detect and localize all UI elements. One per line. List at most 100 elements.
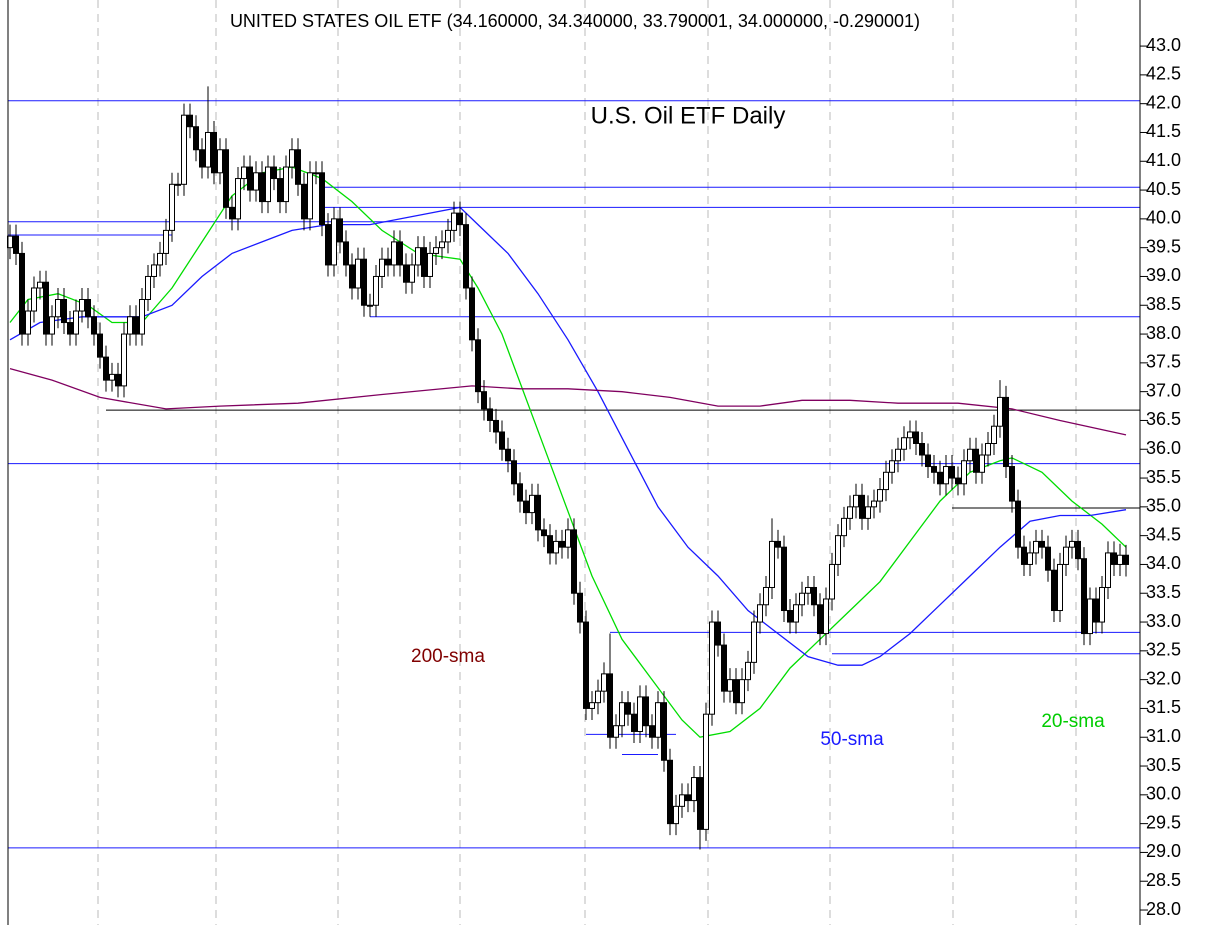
candle-body [979, 454, 985, 473]
candle-body [793, 604, 799, 623]
y-tick-label: 29.5 [1146, 812, 1181, 832]
candles [7, 86, 1129, 850]
candle-body [655, 702, 661, 738]
y-tick-label: 32.0 [1146, 668, 1181, 688]
y-tick-label: 38.0 [1146, 323, 1181, 343]
y-tick-label: 40.0 [1146, 208, 1181, 228]
candle-body [757, 604, 763, 623]
candle-body [211, 131, 217, 174]
candle-body [571, 529, 577, 594]
candle-body [1081, 558, 1087, 635]
candle-body [97, 333, 103, 358]
candle-body [889, 460, 895, 473]
candle-body [871, 500, 877, 508]
y-tick-label: 35.5 [1146, 467, 1181, 487]
sma-line [9, 206, 1127, 666]
y-tick-label: 40.5 [1146, 179, 1181, 199]
candle-body [331, 218, 337, 266]
candle-body [577, 592, 583, 623]
candle-body [481, 391, 487, 410]
candle-body [1117, 554, 1123, 565]
candle-body [457, 212, 463, 226]
candle-body [931, 466, 937, 473]
candle-body [157, 252, 163, 266]
candle-body [73, 310, 79, 335]
candle-body [763, 586, 769, 606]
candle-body [841, 517, 847, 537]
candle-body [691, 777, 697, 802]
y-tick-label: 41.0 [1146, 150, 1181, 170]
y-tick-label: 33.0 [1146, 611, 1181, 631]
y-tick-label: 41.5 [1146, 121, 1181, 141]
annotation: 20-sma [1041, 711, 1105, 732]
candle-body [1069, 540, 1075, 548]
grid [97, 0, 1077, 925]
candle-body [607, 673, 613, 738]
y-tick-label: 37.5 [1146, 352, 1181, 372]
candle-body [985, 442, 991, 456]
candle-body [991, 425, 997, 444]
candle-body [487, 408, 493, 421]
y-tick-label: 32.5 [1146, 640, 1181, 660]
candle-body [241, 166, 247, 180]
y-tick-label: 31.5 [1146, 697, 1181, 717]
candle-body [367, 304, 373, 307]
candle-body [913, 431, 919, 444]
y-tick-label: 36.5 [1146, 409, 1181, 429]
candle-body [115, 373, 121, 387]
candle-body [79, 299, 85, 312]
candle-body [1039, 540, 1045, 548]
candle-body [1003, 396, 1009, 468]
candle-body [751, 621, 757, 663]
candle-body [283, 166, 289, 203]
y-tick-label: 37.0 [1146, 380, 1181, 400]
candle-body [55, 299, 61, 318]
candle-body [247, 166, 253, 191]
candle-body [169, 183, 175, 231]
candle-body [961, 460, 967, 485]
candle-body [505, 448, 511, 462]
candle-body [1051, 569, 1057, 612]
candle-body [835, 535, 841, 565]
candle-body [493, 419, 499, 433]
candle-body [679, 794, 685, 807]
y-tick-label: 29.0 [1146, 841, 1181, 861]
candle-body [877, 489, 883, 502]
candle-body [1087, 598, 1093, 635]
chart-title: UNITED STATES OIL ETF (34.160000, 34.340… [230, 11, 920, 31]
candle-body [949, 466, 955, 479]
candle-body [547, 535, 553, 554]
candle-body [697, 777, 703, 830]
candle-body [355, 258, 361, 289]
candle-body [925, 454, 931, 468]
candle-body [13, 235, 19, 254]
y-tick-label: 33.5 [1146, 582, 1181, 602]
y-tick-label: 30.5 [1146, 755, 1181, 775]
candle-body [583, 621, 589, 709]
y-tick-label: 28.5 [1146, 870, 1181, 890]
candle-body [439, 241, 445, 249]
candle-body [565, 529, 571, 548]
candle-body [103, 356, 109, 381]
candle-body [1021, 546, 1027, 565]
candle-body [967, 448, 973, 462]
candle-body [733, 679, 739, 704]
y-tick-label: 39.5 [1146, 236, 1181, 256]
candle-body [517, 483, 523, 502]
candle-body [811, 586, 817, 606]
candle-body [469, 287, 475, 341]
candle-body [1093, 598, 1099, 623]
candle-body [145, 275, 151, 301]
candle-body [895, 448, 901, 462]
candle-body [703, 713, 709, 830]
candle-body [637, 696, 643, 732]
candle-body [523, 500, 529, 514]
candle-body [829, 563, 835, 600]
candle-body [31, 287, 37, 312]
candle-body [397, 241, 403, 266]
y-tick-label: 42.5 [1146, 64, 1181, 84]
candle-body [151, 264, 157, 277]
y-tick-label: 35.0 [1146, 496, 1181, 516]
